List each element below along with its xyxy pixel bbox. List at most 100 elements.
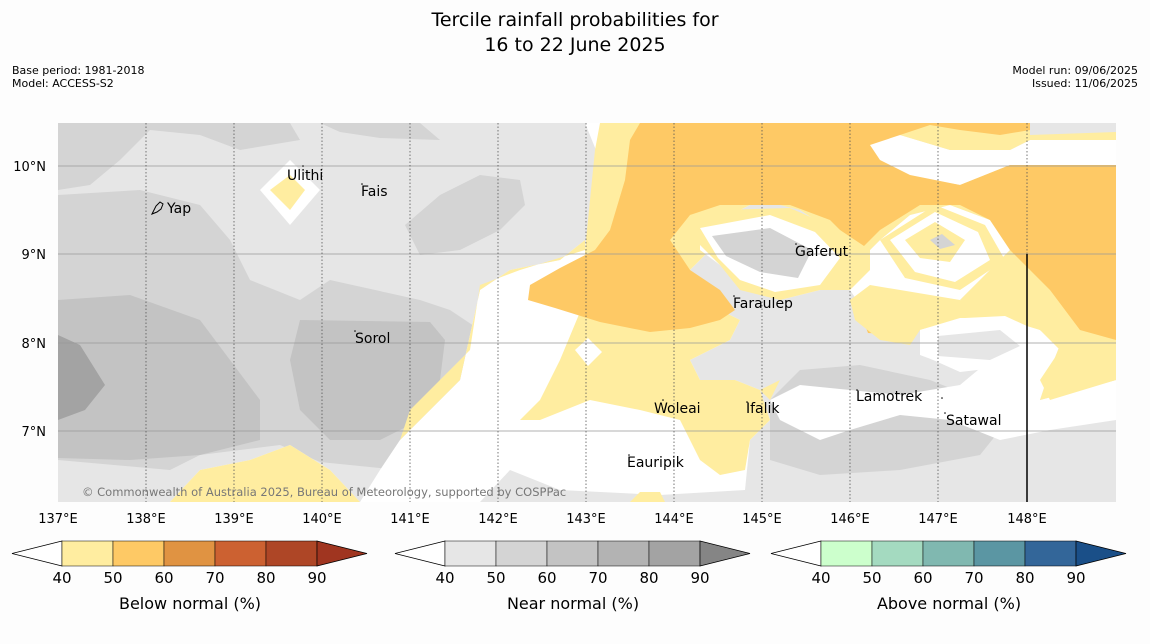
colorbar-above-under-arrow xyxy=(770,540,822,567)
lon-label: 144°E xyxy=(654,512,694,527)
no-signal-zone xyxy=(575,338,602,366)
yap-island-outline xyxy=(150,201,164,215)
place-label-woleai: Woleai xyxy=(654,401,701,417)
colorbar-near-swatch xyxy=(444,540,497,567)
lon-label: 138°E xyxy=(126,512,166,527)
colorbar-below-tick: 80 xyxy=(256,569,275,587)
below-normal-40-area xyxy=(630,492,665,502)
colorbar-label-near: Near normal (%) xyxy=(506,594,640,613)
meta-left: Base period: 1981-2018 Model: ACCESS-S2 xyxy=(12,64,144,90)
colorbar-above-tick: 80 xyxy=(1015,569,1034,587)
colorbar-above-tick: 60 xyxy=(913,569,932,587)
place-label-faraulep: Faraulep xyxy=(733,296,793,312)
place-label-yap: Yap xyxy=(166,201,191,217)
below-normal-40-area xyxy=(270,175,305,210)
title-line-2: 16 to 22 June 2025 xyxy=(484,34,666,56)
lat-label: 7°N xyxy=(22,425,47,440)
colorbar-above-swatch xyxy=(1024,540,1077,567)
colorbar-below-over-arrow xyxy=(316,540,368,567)
title-line-1: Tercile rainfall probabilities for xyxy=(431,9,719,31)
map-title: Tercile rainfall probabilities for 16 to… xyxy=(0,8,1150,58)
colorbar-below-tick: 60 xyxy=(154,569,173,587)
colorbar-below-swatch xyxy=(163,540,216,567)
meta-right: Model run: 09/06/2025 Issued: 11/06/2025 xyxy=(1012,64,1138,90)
graticule xyxy=(58,123,1116,502)
lon-label: 137°E xyxy=(38,512,78,527)
model-name: Model: ACCESS-S2 xyxy=(12,77,114,90)
near-normal-50-patch xyxy=(58,123,300,190)
colorbar-above-swatch xyxy=(820,540,873,567)
place-label-lamotrek: Lamotrek xyxy=(856,389,923,405)
place-label-satawal: Satawal xyxy=(946,413,1001,429)
no-signal-zone xyxy=(860,135,1116,185)
island-markers xyxy=(150,165,946,456)
colorbar-near-tick: 80 xyxy=(639,569,658,587)
colorbar-near-swatch xyxy=(546,540,599,567)
lon-label: 142°E xyxy=(478,512,518,527)
colorbar-above-tick: 50 xyxy=(862,569,881,587)
colorbar-near-swatch xyxy=(495,540,548,567)
below-normal-50-area xyxy=(528,123,1116,340)
lon-label: 139°E xyxy=(214,512,254,527)
colorbar-above-swatch xyxy=(871,540,924,567)
lon-label: 145°E xyxy=(742,512,782,527)
lon-label: 146°E xyxy=(830,512,870,527)
colorbar-above-tick: 40 xyxy=(811,569,830,587)
near-normal-60-patch xyxy=(290,320,445,440)
place-label-fais: Fais xyxy=(361,184,388,200)
near-normal-50-patch xyxy=(405,175,525,255)
near-normal-60-patch xyxy=(58,295,260,460)
model-run: Model run: 09/06/2025 xyxy=(1012,64,1138,77)
colorbar-below-swatch xyxy=(61,540,114,567)
place-label-eauripik: Eauripik xyxy=(627,455,685,471)
colorbar-below-swatch xyxy=(214,540,267,567)
colorbar-near-tick: 50 xyxy=(486,569,505,587)
lon-label: 148°E xyxy=(1007,512,1047,527)
below-normal-40-area xyxy=(760,380,780,400)
colorbar-below-tick: 70 xyxy=(205,569,224,587)
lon-label: 147°E xyxy=(918,512,958,527)
colorbar-near-swatch xyxy=(648,540,701,567)
colorbar-below-tick: 40 xyxy=(52,569,71,587)
colorbar-near-tick: 40 xyxy=(435,569,454,587)
colorbar-above-over-arrow xyxy=(1075,540,1127,567)
near-normal-80-patch xyxy=(58,335,105,420)
colorbar-above-tick: 70 xyxy=(964,569,983,587)
colorbar-above-tick: 90 xyxy=(1066,569,1085,587)
base-period: Base period: 1981-2018 xyxy=(12,64,145,77)
lon-label: 140°E xyxy=(302,512,342,527)
no-signal-zone xyxy=(360,240,585,502)
colorbar-near-tick: 60 xyxy=(537,569,556,587)
colorbar-label-below: Below normal (%) xyxy=(118,594,262,613)
lon-label: 141°E xyxy=(390,512,430,527)
map-field xyxy=(58,123,1116,502)
colorbar-below-tick: 50 xyxy=(103,569,122,587)
colorbar-below-under-arrow xyxy=(11,540,63,567)
copyright-text: © Commonwealth of Australia 2025, Bureau… xyxy=(82,485,566,499)
place-label-sorol: Sorol xyxy=(355,331,390,347)
place-label-ifalik: Ifalik xyxy=(746,401,780,417)
colorbar-above-swatch xyxy=(922,540,975,567)
lat-label: 9°N xyxy=(22,248,47,263)
colorbar-below-swatch xyxy=(265,540,318,567)
colorbar-near-tick: 90 xyxy=(690,569,709,587)
place-label-gaferut: Gaferut xyxy=(795,244,849,260)
colorbars: 40 50 60 70 80 90 40 50 60 70 80 90 40 50 60 70 80 90 xyxy=(11,540,1127,587)
near-normal-40-patch xyxy=(938,330,1020,360)
lon-label: 143°E xyxy=(566,512,606,527)
lat-label: 10°N xyxy=(13,160,46,175)
colorbar-below-tick: 90 xyxy=(307,569,326,587)
colorbar-label-above: Above normal (%) xyxy=(876,594,1022,613)
colorbar-near-tick: 70 xyxy=(588,569,607,587)
issued-date: Issued: 11/06/2025 xyxy=(1031,77,1138,90)
below-normal-40-area xyxy=(850,285,1116,400)
colorbar-near-over-arrow xyxy=(699,540,751,567)
below-normal-40-area xyxy=(710,405,730,445)
near-normal-50-patch xyxy=(930,234,955,249)
lat-label: 8°N xyxy=(22,337,47,352)
colorbar-below-swatch xyxy=(112,540,165,567)
colorbar-above-swatch xyxy=(973,540,1026,567)
colorbar-near-swatch xyxy=(597,540,650,567)
colorbar-near-under-arrow xyxy=(394,540,446,567)
